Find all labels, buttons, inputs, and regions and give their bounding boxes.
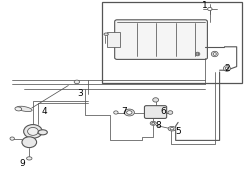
Ellipse shape — [15, 107, 22, 111]
Text: 6: 6 — [161, 107, 166, 116]
Ellipse shape — [152, 122, 155, 124]
Ellipse shape — [150, 121, 156, 125]
Ellipse shape — [10, 137, 14, 140]
Text: 5: 5 — [175, 127, 181, 136]
Bar — [102, 2, 242, 83]
Ellipse shape — [17, 106, 32, 112]
Circle shape — [168, 111, 173, 114]
Ellipse shape — [224, 66, 230, 71]
Text: 7: 7 — [122, 107, 127, 116]
Ellipse shape — [170, 127, 174, 130]
Ellipse shape — [211, 51, 218, 57]
Ellipse shape — [225, 67, 229, 70]
Ellipse shape — [74, 80, 80, 84]
Text: 4: 4 — [41, 107, 47, 116]
Ellipse shape — [213, 53, 216, 55]
Text: 9: 9 — [19, 159, 25, 168]
Ellipse shape — [124, 109, 134, 116]
Ellipse shape — [208, 7, 212, 11]
FancyBboxPatch shape — [115, 20, 207, 59]
Ellipse shape — [197, 53, 199, 55]
Circle shape — [28, 127, 38, 135]
FancyBboxPatch shape — [144, 106, 167, 118]
Ellipse shape — [168, 126, 176, 131]
Ellipse shape — [27, 157, 32, 160]
Circle shape — [24, 125, 42, 138]
Text: 8: 8 — [156, 122, 162, 130]
Circle shape — [22, 137, 37, 148]
Ellipse shape — [195, 52, 200, 56]
Ellipse shape — [127, 111, 132, 114]
Text: 1: 1 — [202, 1, 208, 10]
Text: 3: 3 — [78, 89, 83, 98]
Ellipse shape — [38, 130, 47, 135]
Ellipse shape — [104, 33, 108, 35]
Circle shape — [153, 98, 159, 102]
Ellipse shape — [114, 111, 118, 114]
Text: 2: 2 — [224, 64, 230, 73]
Bar — [107, 32, 120, 47]
